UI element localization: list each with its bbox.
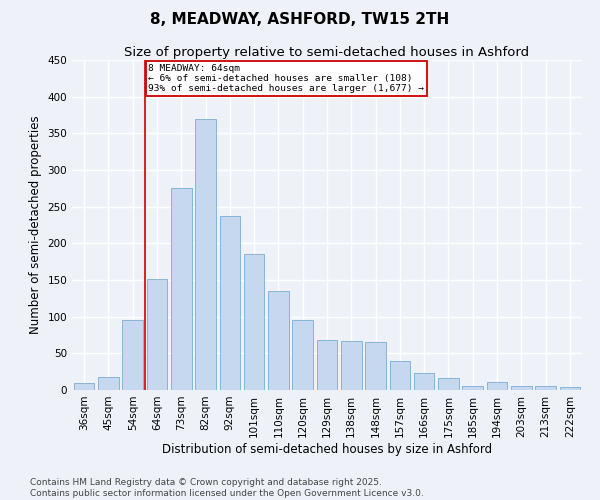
Bar bbox=[535, 386, 556, 390]
Bar bbox=[171, 188, 191, 390]
Text: Contains HM Land Registry data © Crown copyright and database right 2025.
Contai: Contains HM Land Registry data © Crown c… bbox=[30, 478, 424, 498]
Title: Size of property relative to semi-detached houses in Ashford: Size of property relative to semi-detach… bbox=[124, 46, 530, 59]
Bar bbox=[560, 387, 580, 390]
Bar bbox=[195, 118, 216, 390]
Bar bbox=[317, 340, 337, 390]
Text: 8 MEADWAY: 64sqm
← 6% of semi-detached houses are smaller (108)
93% of semi-deta: 8 MEADWAY: 64sqm ← 6% of semi-detached h… bbox=[149, 64, 425, 94]
X-axis label: Distribution of semi-detached houses by size in Ashford: Distribution of semi-detached houses by … bbox=[162, 442, 492, 456]
Bar bbox=[341, 341, 362, 390]
Bar bbox=[463, 386, 483, 390]
Bar bbox=[414, 373, 434, 390]
Bar bbox=[122, 320, 143, 390]
Bar bbox=[74, 382, 94, 390]
Y-axis label: Number of semi-detached properties: Number of semi-detached properties bbox=[29, 116, 42, 334]
Bar bbox=[365, 342, 386, 390]
Bar bbox=[98, 377, 119, 390]
Bar bbox=[389, 360, 410, 390]
Bar bbox=[268, 291, 289, 390]
Bar bbox=[220, 216, 240, 390]
Bar bbox=[292, 320, 313, 390]
Bar bbox=[511, 386, 532, 390]
Bar bbox=[146, 278, 167, 390]
Bar bbox=[487, 382, 508, 390]
Text: 8, MEADWAY, ASHFORD, TW15 2TH: 8, MEADWAY, ASHFORD, TW15 2TH bbox=[151, 12, 449, 28]
Bar bbox=[244, 254, 265, 390]
Bar bbox=[438, 378, 459, 390]
